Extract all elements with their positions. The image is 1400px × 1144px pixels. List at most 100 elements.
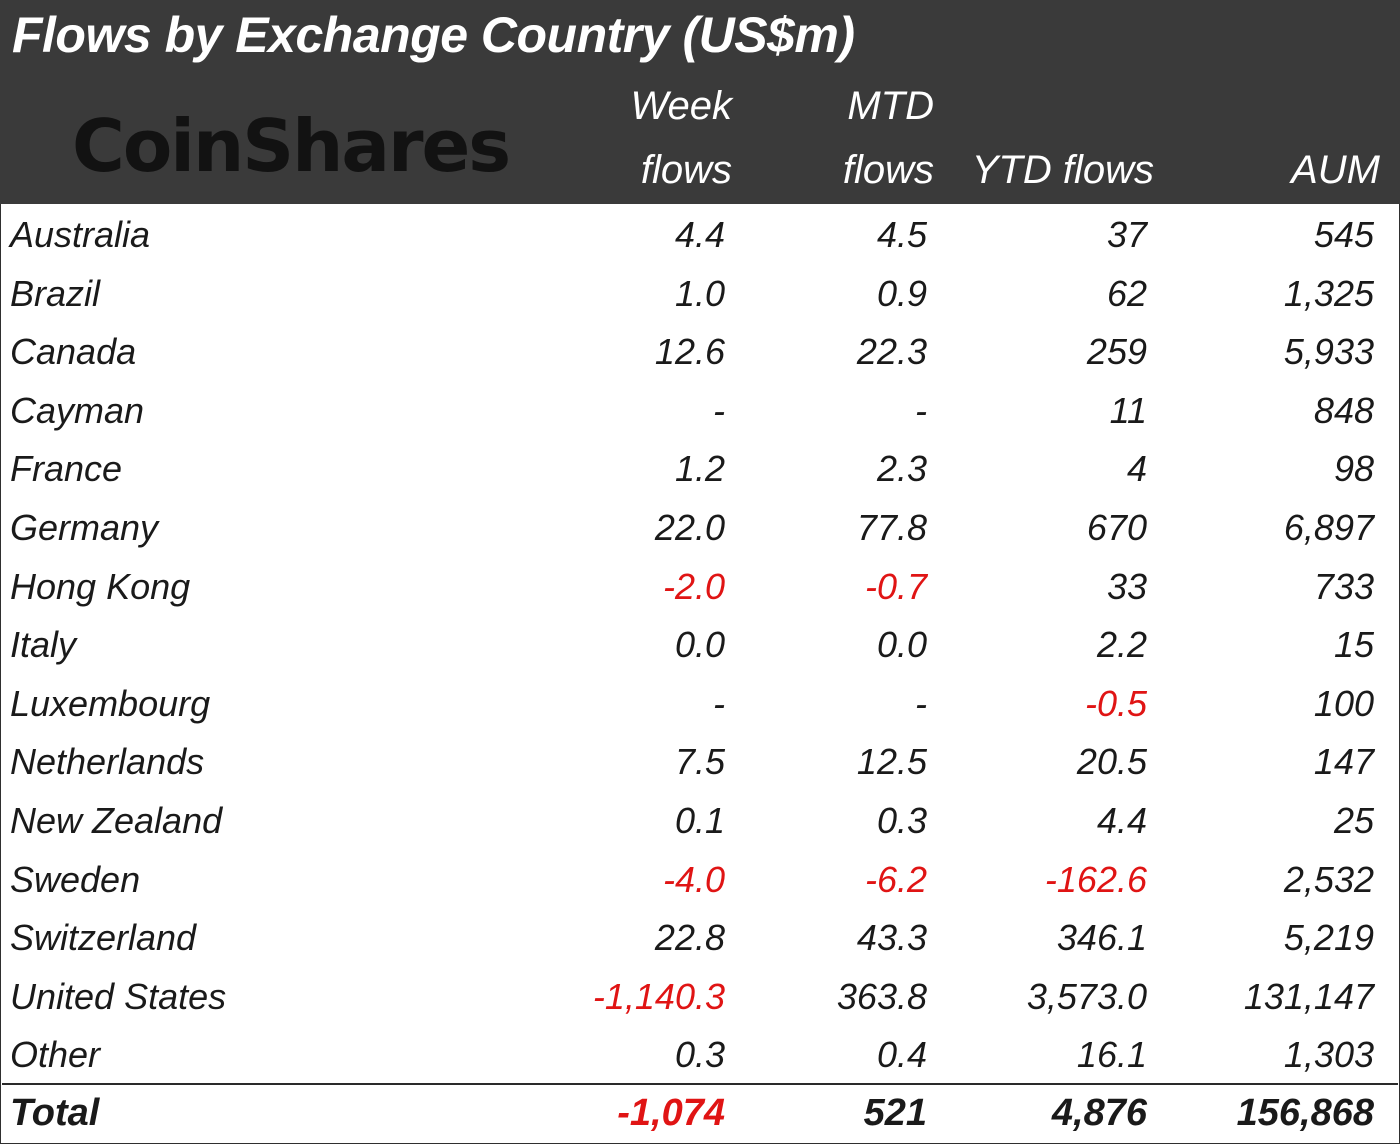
country-cell: Brazil: [10, 272, 101, 314]
ytd-flows-cell: 4: [1126, 448, 1147, 490]
ytd-flows-cell: 4.4: [1096, 799, 1147, 841]
col-mtd-line1: MTD: [847, 84, 934, 128]
mtd-flows-cell: 0.0: [876, 624, 927, 666]
country-cell: Cayman: [10, 389, 145, 431]
table-row: Other 0.3 0.4 16.1 1,303: [0, 1026, 1400, 1085]
table-row: Netherlands 7.5 12.5 20.5 147: [0, 733, 1400, 792]
table-row: France 1.2 2.3 4 98: [0, 440, 1400, 499]
week-flows-cell: 1.2: [674, 448, 725, 490]
ytd-flows-cell: 2.2: [1096, 624, 1147, 666]
col-week-line1: Week: [630, 84, 732, 128]
country-cell: United States: [10, 975, 227, 1017]
aum-cell: 98: [1333, 448, 1374, 490]
week-flows-cell: 12.6: [654, 331, 725, 373]
aum-cell: 15: [1333, 624, 1374, 666]
table-row: United States -1,140.3 363.8 3,573.0 131,147: [0, 968, 1400, 1027]
table-row: New Zealand 0.1 0.3 4.4 25: [0, 792, 1400, 851]
mtd-flows-cell: 22.3: [856, 331, 927, 373]
week-flows-cell: 0.3: [674, 1034, 725, 1076]
table-row: Italy 0.0 0.0 2.2 15: [0, 616, 1400, 675]
table-row: Canada 12.6 22.3 259 5,933: [0, 323, 1400, 382]
country-cell: Netherlands: [10, 741, 205, 783]
mtd-flows-cell: 43.3: [856, 917, 927, 959]
ytd-flows-cell: 259: [1086, 331, 1147, 373]
table-title: Flows by Exchange Country (US$m): [12, 7, 855, 63]
mtd-flows-cell: 77.8: [856, 506, 927, 548]
aum-cell: 6,897: [1283, 506, 1374, 548]
aum-cell: 25: [1333, 799, 1374, 841]
country-cell: Italy: [10, 624, 77, 666]
mtd-flows-cell: 2.3: [876, 448, 927, 490]
ytd-flows-cell: 33: [1106, 565, 1147, 607]
ytd-flows-cell: 37: [1106, 214, 1147, 255]
table-row: Switzerland 22.8 43.3 346.1 5,219: [0, 909, 1400, 968]
table-row: Australia 4.4 4.5 37 545: [0, 206, 1400, 265]
mtd-flows-cell: 0.4: [876, 1034, 927, 1076]
mtd-flows-cell: -: [915, 389, 927, 431]
mtd-flows-cell: -6.2: [864, 858, 927, 900]
table-row: Sweden -4.0 -6.2 -162.6 2,532: [0, 851, 1400, 910]
country-cell: Other: [10, 1034, 101, 1076]
week-flows-cell: -2.0: [662, 565, 725, 607]
mtd-flows-cell: 0.3: [876, 799, 927, 841]
mtd-flows-cell: 363.8: [836, 975, 927, 1017]
aum-cell: 5,933: [1283, 331, 1374, 373]
table-row: Brazil 1.0 0.9 62 1,325: [0, 265, 1400, 324]
aum-cell: 1,325: [1283, 272, 1374, 314]
week-flows-cell: 22.0: [654, 506, 725, 548]
total-row: Total -1,074 521 4,876 156,868: [0, 1086, 1400, 1142]
week-flows-cell: 0.1: [674, 799, 725, 841]
table-row: Cayman - - 11 848: [0, 382, 1400, 441]
week-flows-cell: -: [713, 389, 725, 431]
mtd-flows-cell: -: [915, 682, 927, 724]
table-row: Luxembourg - - -0.5 100: [0, 675, 1400, 734]
mtd-flows-cell: 12.5: [856, 741, 927, 783]
aum-cell: 5,219: [1283, 917, 1374, 959]
week-flows-cell: 22.8: [654, 917, 725, 959]
week-flows-cell: -: [713, 682, 725, 724]
week-flows-cell: 4.4: [674, 214, 725, 255]
table-body: Australia 4.4 4.5 37 545 Brazil 1.0 0.9 62 1,325 C…: [0, 206, 1400, 1085]
ytd-flows-cell: 3,573.0: [1026, 975, 1147, 1017]
table-header: Flows by Exchange Country (US$m) CoinSha…: [0, 0, 1400, 204]
total-mtd-flows: 521: [863, 1092, 927, 1134]
country-cell: New Zealand: [10, 799, 223, 841]
aum-cell: 100: [1313, 682, 1374, 724]
total-week-flows: -1,074: [617, 1092, 725, 1134]
country-cell: Hong Kong: [10, 565, 191, 607]
table-row: Hong Kong -2.0 -0.7 33 733: [0, 558, 1400, 617]
aum-cell: 2,532: [1283, 858, 1374, 900]
ytd-flows-cell: 16.1: [1076, 1034, 1147, 1076]
total-aum: 156,868: [1236, 1092, 1374, 1134]
ytd-flows-cell: 346.1: [1056, 917, 1147, 959]
col-aum-header: AUM: [1291, 148, 1380, 192]
ytd-flows-cell: 62: [1106, 272, 1147, 314]
country-cell: Germany: [10, 506, 159, 548]
aum-cell: 545: [1313, 214, 1374, 255]
week-flows-cell: -1,140.3: [592, 975, 725, 1017]
country-cell: Australia: [10, 214, 151, 255]
aum-cell: 1,303: [1283, 1034, 1374, 1076]
country-cell: Luxembourg: [10, 682, 211, 724]
mtd-flows-cell: -0.7: [864, 565, 927, 607]
country-cell: Canada: [10, 331, 137, 373]
aum-cell: 131,147: [1243, 975, 1374, 1017]
col-mtd-line2: flows: [842, 148, 934, 192]
week-flows-cell: -4.0: [662, 858, 725, 900]
total-label: Total: [10, 1092, 100, 1134]
total-ytd-flows: 4,876: [1051, 1092, 1147, 1134]
ytd-flows-cell: -0.5: [1084, 682, 1147, 724]
ytd-flows-cell: 20.5: [1076, 741, 1147, 783]
country-cell: France: [10, 448, 123, 490]
week-flows-cell: 7.5: [674, 741, 725, 783]
col-week-line2: flows: [640, 148, 732, 192]
total-divider: [2, 1083, 1398, 1085]
aum-cell: 848: [1313, 389, 1374, 431]
col-ytd-header: YTD flows: [971, 148, 1154, 192]
mtd-flows-cell: 0.9: [876, 272, 927, 314]
week-flows-cell: 1.0: [674, 272, 725, 314]
country-cell: Switzerland: [10, 917, 197, 959]
ytd-flows-cell: 670: [1086, 506, 1147, 548]
table-row: Germany 22.0 77.8 670 6,897: [0, 499, 1400, 558]
aum-cell: 147: [1313, 741, 1374, 783]
